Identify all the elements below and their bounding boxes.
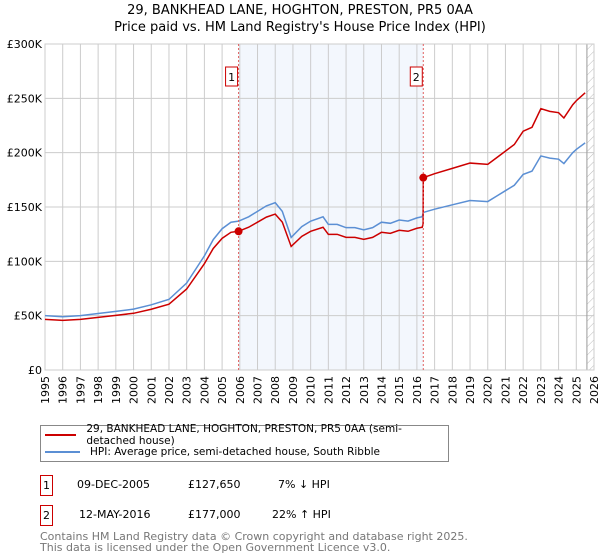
- x-tick-label: 2019: [464, 376, 477, 404]
- legend: 29, BANKHEAD LANE, HOGHTON, PRESTON, PR5…: [40, 423, 449, 462]
- transaction-date: 12-MAY-2016: [79, 508, 151, 521]
- y-tick-label: £100K: [7, 255, 43, 268]
- chart-area: 1995 1996 1997 1998 1999 2000 2001 2002 2003 2004…: [7, 38, 600, 404]
- x-tick-label: 2013: [358, 376, 371, 404]
- x-tick-label: 2016: [411, 376, 424, 404]
- transaction-row: 1 09-DEC-2005 £127,650 7% ↓ HPI: [40, 475, 440, 496]
- x-tick-label: 2005: [216, 376, 229, 404]
- y-tick-label: £200K: [7, 147, 43, 160]
- x-tick-label: 2000: [128, 376, 141, 404]
- plot-border: [44, 43, 595, 371]
- sale-badge-label: 2: [413, 71, 420, 84]
- x-tick-label: 2015: [393, 376, 406, 404]
- x-tick-label: 1999: [110, 376, 123, 404]
- sale-point: [234, 227, 243, 236]
- footer-licence: This data is licensed under the Open Gov…: [40, 541, 391, 554]
- transaction-row: 2 12-MAY-2016 £177,000 22% ↑ HPI: [40, 505, 440, 526]
- transaction-price: £177,000: [188, 508, 241, 521]
- x-tick-label: 2002: [163, 376, 176, 404]
- x-tick-label: 2012: [340, 376, 353, 404]
- transaction-price: £127,650: [188, 478, 241, 491]
- x-tick-label: 2022: [517, 376, 530, 404]
- x-tick-label: 2025: [570, 376, 583, 404]
- x-tick-label: 1995: [39, 376, 52, 404]
- x-tick-label: 2020: [482, 376, 495, 404]
- x-tick-label: 2007: [252, 376, 265, 404]
- legend-item-property: 29, BANKHEAD LANE, HOGHTON, PRESTON, PR5…: [41, 423, 448, 447]
- x-tick-label: 2003: [181, 376, 194, 404]
- x-tick-label: 2017: [429, 376, 442, 404]
- legend-swatch-blue: [45, 451, 80, 453]
- sale-badge-label: 1: [228, 71, 235, 84]
- y-tick-label: £250K: [7, 92, 43, 105]
- legend-swatch-red: [45, 434, 77, 436]
- transaction-hpi: 7% ↓ HPI: [278, 478, 330, 491]
- footer-copyright: Contains HM Land Registry data © Crown c…: [40, 530, 468, 543]
- x-tick-label: 2014: [375, 376, 388, 404]
- x-tick-label: 2009: [287, 376, 300, 404]
- sale-badge-box: [225, 66, 239, 87]
- x-tick-label: 1996: [57, 376, 70, 404]
- legend-label: 29, BANKHEAD LANE, HOGHTON, PRESTON, PR5…: [86, 423, 402, 447]
- x-tick-label: 2010: [305, 376, 318, 404]
- x-tick-label: 2011: [322, 376, 335, 404]
- y-tick-label: £50K: [14, 310, 43, 323]
- x-tick-label: 2004: [198, 376, 211, 404]
- chart-subtitle: Price paid vs. HM Land Registry's House …: [114, 20, 486, 35]
- chart-title: 29, BANKHEAD LANE, HOGHTON, PRESTON, PR5…: [127, 3, 473, 18]
- x-tick-label: 2006: [234, 376, 247, 404]
- transaction-hpi: 22% ↑ HPI: [272, 508, 331, 521]
- transaction-date: 09-DEC-2005: [77, 478, 151, 491]
- x-tick-label: 2018: [446, 376, 459, 404]
- y-tick-label: £150K: [7, 201, 43, 214]
- property-price-line: [44, 92, 586, 322]
- legend-item-hpi: HPI: Average price, semi-detached house,…: [41, 444, 380, 460]
- x-tick-label: 1998: [92, 376, 105, 404]
- x-tick-label: 2023: [535, 376, 548, 404]
- hpi-line: [44, 142, 586, 318]
- y-tick-label: £0: [28, 364, 42, 377]
- x-tick-label: 2021: [499, 376, 512, 404]
- marker-badge: 1: [40, 475, 53, 496]
- x-tick-label: 1997: [74, 376, 87, 404]
- sale-badge-box: [409, 66, 423, 87]
- legend-label: HPI: Average price, semi-detached house,…: [90, 446, 381, 458]
- x-tick-label: 2026: [588, 376, 600, 404]
- y-tick-label: £300K: [7, 38, 43, 51]
- marker-badge: 2: [40, 505, 53, 526]
- sale-point: [419, 173, 428, 182]
- x-tick-label: 2001: [145, 376, 158, 404]
- x-tick-label: 2024: [553, 376, 566, 404]
- x-tick-label: 2008: [269, 376, 282, 404]
